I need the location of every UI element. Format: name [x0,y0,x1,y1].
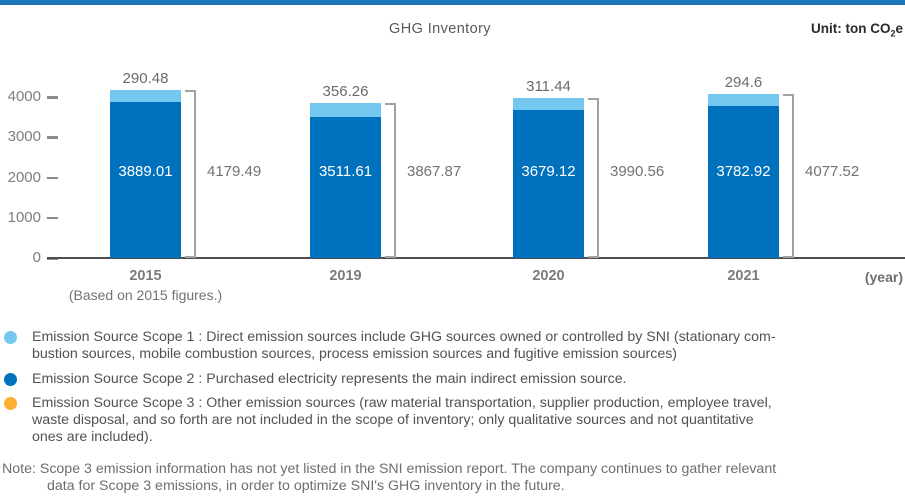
bar-scope1-value-label: 294.6 [724,74,763,92]
legend-text-line: waste disposal, and so forth are not inc… [32,412,754,429]
total-bracket-top-tick [185,89,194,92]
bar-segment-scope1 [708,94,779,106]
legend-item-scope2: Emission Source Scope 2 : Purchased elec… [4,371,901,388]
bar-scope2-value-label: 3782.92 [716,163,771,180]
bar-segment-scope1 [310,102,381,117]
bar-scope2-value-label: 3511.61 [318,163,373,180]
legend-item-text: Emission Source Scope 1 : Direct emissio… [32,329,776,364]
top-accent-bar [0,0,905,5]
bar-scope1-value-label: 311.44 [526,77,571,95]
y-axis-tick-label: 0 [32,249,41,266]
unit-subscript: 2 [890,28,896,39]
note-line: data for Scope 3 emissions, in order to … [47,478,565,495]
legend-text-line: bustion sources, mobile combustion sourc… [32,346,678,363]
y-axis-tick-label: 4000 [7,88,41,106]
y-axis-tick-mark [47,216,58,220]
total-bracket-top-tick [783,94,792,97]
x-axis-unit-label: (year) [864,269,903,285]
y-axis-tick-mark [47,176,58,180]
x-axis-year-label: 2020 [532,268,565,284]
total-value-label: 4179.49 [207,163,262,180]
note-line: Note: Scope 3 emission information has n… [2,461,777,477]
legend-text-line: Emission Source Scope 2 : Purchased elec… [32,370,627,387]
bar-segment-scope1 [513,97,584,111]
total-bracket-bottom-tick [783,256,792,258]
total-value-label: 4077.52 [805,163,860,180]
x-axis-line [47,257,905,259]
bar-segment-scope2 [513,110,584,258]
total-bracket-bottom-tick [385,256,394,258]
y-axis-tick-label: 3000 [7,128,41,146]
x-axis-year-label: 2019 [329,268,362,284]
x-axis-year-label: 2021 [727,268,760,284]
bar-segment-scope2 [708,105,779,258]
bar-segment-scope2 [310,116,381,258]
legend-item-scope1: Emission Source Scope 1 : Direct emissio… [4,329,901,364]
ghg-stacked-bar-chart: 0 1000 2000 3000 4000 290.48 3889.01 4179.49 201… [7,69,905,303]
bar-scope2-value-label: 3679.12 [521,163,576,180]
legend-bullet-scope1-icon [4,331,17,344]
y-axis-tick-label: 1000 [7,208,41,226]
unit-prefix: Unit: ton CO [810,21,891,36]
bar-segment-scope2 [110,101,181,258]
y-axis-tick-mark [47,96,58,99]
x-axis-year-label: 2015 [129,268,162,284]
total-bracket-line [597,97,599,258]
total-value-label: 3990.56 [610,163,665,180]
footnote: Note: Scope 3 emission information has n… [2,461,903,496]
total-bracket-bottom-tick [588,256,597,258]
legend-text-line: Emission Source Scope 1 : Direct emissio… [32,329,776,345]
legend-item-text: Emission Source Scope 3 : Other emission… [32,395,772,447]
total-bracket-line [792,94,794,258]
x-axis-year-note: (Based on 2015 figures.) [68,287,223,303]
unit-suffix: e [895,21,903,36]
unit-label: Unit: ton CO2e [811,21,903,39]
total-value-label: 3867.87 [407,163,462,180]
total-bracket-top-tick [588,97,597,100]
bar-scope1-value-label: 356.26 [322,82,369,100]
total-bracket-top-tick [385,102,394,105]
legend-item-scope3: Emission Source Scope 3 : Other emission… [4,395,901,447]
legend-text-line: Emission Source Scope 3 : Other emission… [32,394,772,411]
bar-scope2-value-label: 3889.01 [118,163,173,180]
legend-item-text: Emission Source Scope 2 : Purchased elec… [32,371,627,388]
total-bracket-line [194,89,196,258]
y-axis-tick-label: 2000 [7,168,41,186]
chart-title: GHG Inventory [389,21,491,37]
total-bracket-line [394,102,396,258]
total-bracket-bottom-tick [185,256,194,258]
legend-bullet-scope2-icon [4,372,17,386]
legend-bullet-scope3-icon [4,396,17,410]
legend-text-line: ones are included). [32,429,153,446]
bar-scope1-value-label: 290.48 [122,69,169,87]
y-axis-tick-mark [47,136,58,139]
bar-segment-scope1 [110,89,181,102]
chart-legend: Emission Source Scope 1 : Direct emissio… [4,329,901,454]
